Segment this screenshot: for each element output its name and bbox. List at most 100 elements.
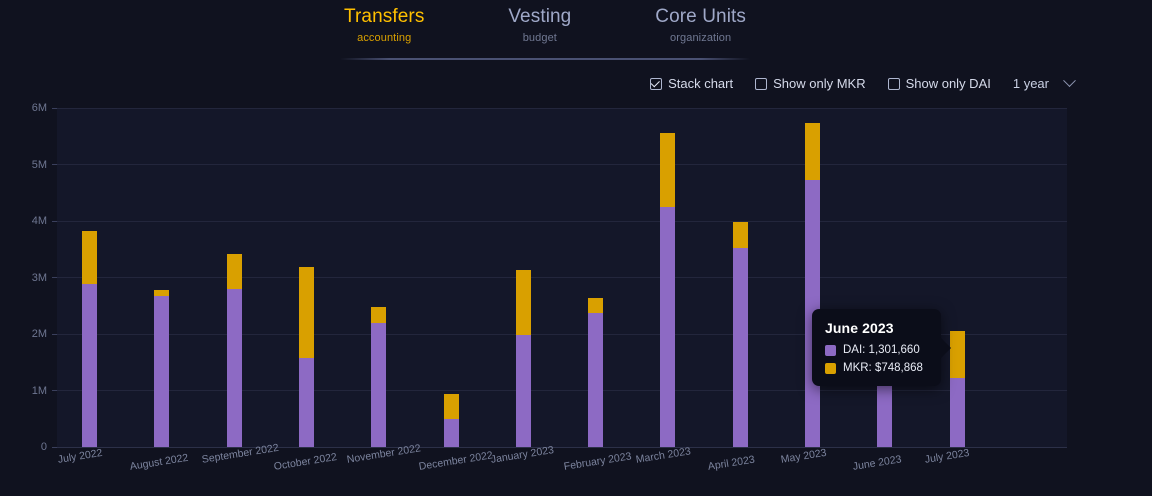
tooltip-arrow-icon	[940, 337, 951, 359]
period-dropdown[interactable]: 1 year	[1012, 74, 1076, 91]
x-tick-label: January 2023	[490, 444, 556, 466]
stack-chart-checkbox[interactable]: Stack chart	[650, 76, 733, 91]
checkbox-icon[interactable]	[755, 77, 768, 90]
y-tick-mark	[52, 277, 57, 278]
bar-segment-mkr[interactable]	[371, 306, 387, 323]
chart-bar[interactable]	[82, 230, 97, 447]
chart-bar[interactable]	[732, 221, 748, 447]
bar-segment-dai[interactable]	[82, 283, 97, 447]
bar-segment-mkr[interactable]	[515, 269, 531, 336]
gridline	[57, 107, 1067, 109]
period-value: 1 year	[1012, 76, 1049, 91]
y-tick-label: 5M	[31, 158, 47, 171]
bar-segment-dai[interactable]	[515, 335, 531, 447]
chart-tooltip: June 2023 DAI: 1,301,660 MKR: $748,868	[812, 309, 941, 386]
bar-segment-dai[interactable]	[443, 418, 459, 447]
mkr-swatch-icon	[825, 362, 836, 374]
tab-core-units[interactable]: Core Units organization	[651, 4, 750, 46]
chart-bar[interactable]	[154, 289, 170, 447]
y-tick-label: 6M	[31, 102, 47, 114]
chart-bar[interactable]	[443, 394, 459, 447]
gridline	[57, 164, 1067, 165]
chart-controls: Stack chart Show only MKR Show only DAI …	[650, 74, 1076, 91]
bar-segment-mkr[interactable]	[443, 394, 459, 419]
bar-segment-dai[interactable]	[154, 296, 170, 447]
x-tick-label: July 2023	[924, 446, 971, 466]
show-only-mkr-checkbox[interactable]: Show only MKR	[755, 76, 866, 91]
tab-transfers-title: Transfers	[344, 6, 425, 27]
tab-transfers-subtitle: accounting	[357, 32, 412, 44]
tab-vesting-subtitle: budget	[522, 32, 557, 44]
tooltip-mkr-value: MKR: $748,868	[843, 362, 923, 374]
x-tick-label: October 2022	[273, 451, 339, 473]
tab-core-units-subtitle: organization	[670, 32, 732, 44]
bar-chart-plot	[52, 107, 1067, 448]
bar-segment-dai[interactable]	[226, 288, 242, 447]
show-only-dai-label: Show only DAI	[905, 76, 991, 91]
tab-vesting-title: Vesting	[508, 6, 572, 27]
tooltip-dai-value: DAI: 1,301,660	[843, 344, 920, 356]
bar-segment-mkr[interactable]	[82, 230, 97, 284]
chart-bar[interactable]	[660, 133, 676, 447]
tabs-divider	[340, 58, 750, 60]
bar-segment-dai[interactable]	[877, 373, 893, 447]
tab-core-units-title: Core Units	[655, 6, 746, 27]
y-tick-label: 4M	[31, 215, 47, 227]
bar-segment-mkr[interactable]	[660, 133, 676, 207]
bar-segment-dai[interactable]	[732, 248, 748, 447]
x-tick-label: December 2022	[418, 449, 494, 473]
y-tick-mark	[52, 390, 57, 391]
x-tick-label: August 2022	[128, 451, 189, 473]
bar-segment-mkr[interactable]	[154, 289, 170, 297]
gridline	[57, 333, 1067, 335]
show-only-mkr-label: Show only MKR	[773, 76, 866, 91]
checkbox-checked-icon[interactable]	[650, 77, 663, 90]
bar-segment-dai[interactable]	[371, 322, 387, 447]
show-only-dai-checkbox[interactable]: Show only DAI	[887, 76, 991, 91]
bar-segment-mkr[interactable]	[805, 123, 820, 180]
y-tick-mark	[52, 107, 57, 109]
x-tick-label: May 2023	[779, 446, 827, 466]
chart-bar[interactable]	[226, 254, 242, 447]
y-axis: 0 1M 2M 3M 4M 5M 6M	[0, 102, 47, 453]
gridline	[57, 277, 1067, 278]
y-tick-mark	[52, 446, 57, 448]
bar-segment-dai[interactable]	[588, 312, 604, 447]
tooltip-row-dai: DAI: 1,301,660	[825, 344, 928, 356]
tooltip-row-mkr: MKR: $748,868	[825, 362, 928, 374]
x-axis: July 2022 August 2022 September 2022 Octobe…	[0, 442, 1152, 496]
chevron-down-icon[interactable]	[1063, 74, 1076, 88]
y-tick-mark	[52, 220, 57, 222]
chart-bar[interactable]	[515, 269, 531, 447]
x-tick-label: February 2023	[562, 450, 632, 473]
x-tick-label: July 2022	[56, 446, 103, 466]
chart-bar[interactable]	[371, 306, 387, 447]
chart-bar[interactable]	[805, 123, 820, 447]
bar-segment-dai[interactable]	[949, 378, 965, 447]
stack-chart-label: Stack chart	[668, 76, 734, 91]
dai-swatch-icon	[825, 344, 836, 356]
chart-bar[interactable]	[949, 331, 965, 447]
gridline	[57, 220, 1067, 222]
gridline	[57, 390, 1067, 391]
x-tick-label: April 2023	[707, 453, 756, 473]
y-tick-mark	[52, 164, 57, 165]
bar-segment-mkr[interactable]	[949, 331, 965, 379]
bar-segment-dai[interactable]	[298, 357, 314, 447]
bar-segment-mkr[interactable]	[298, 267, 314, 358]
bar-segment-mkr[interactable]	[732, 221, 748, 249]
y-tick-label: 1M	[31, 384, 47, 397]
gridline	[57, 446, 1067, 448]
bar-segment-mkr[interactable]	[588, 297, 604, 313]
bar-segment-mkr[interactable]	[226, 254, 242, 289]
y-tick-label: 3M	[31, 271, 47, 284]
tab-vesting[interactable]: Vesting budget	[504, 4, 575, 46]
tab-transfers[interactable]: Transfers accounting	[340, 4, 428, 46]
bar-segment-dai[interactable]	[660, 206, 676, 447]
chart-bar[interactable]	[298, 267, 314, 447]
chart-bar[interactable]	[588, 297, 604, 447]
checkbox-icon[interactable]	[887, 77, 900, 90]
x-tick-label: June 2023	[851, 453, 903, 473]
y-tick-label: 2M	[31, 328, 47, 340]
